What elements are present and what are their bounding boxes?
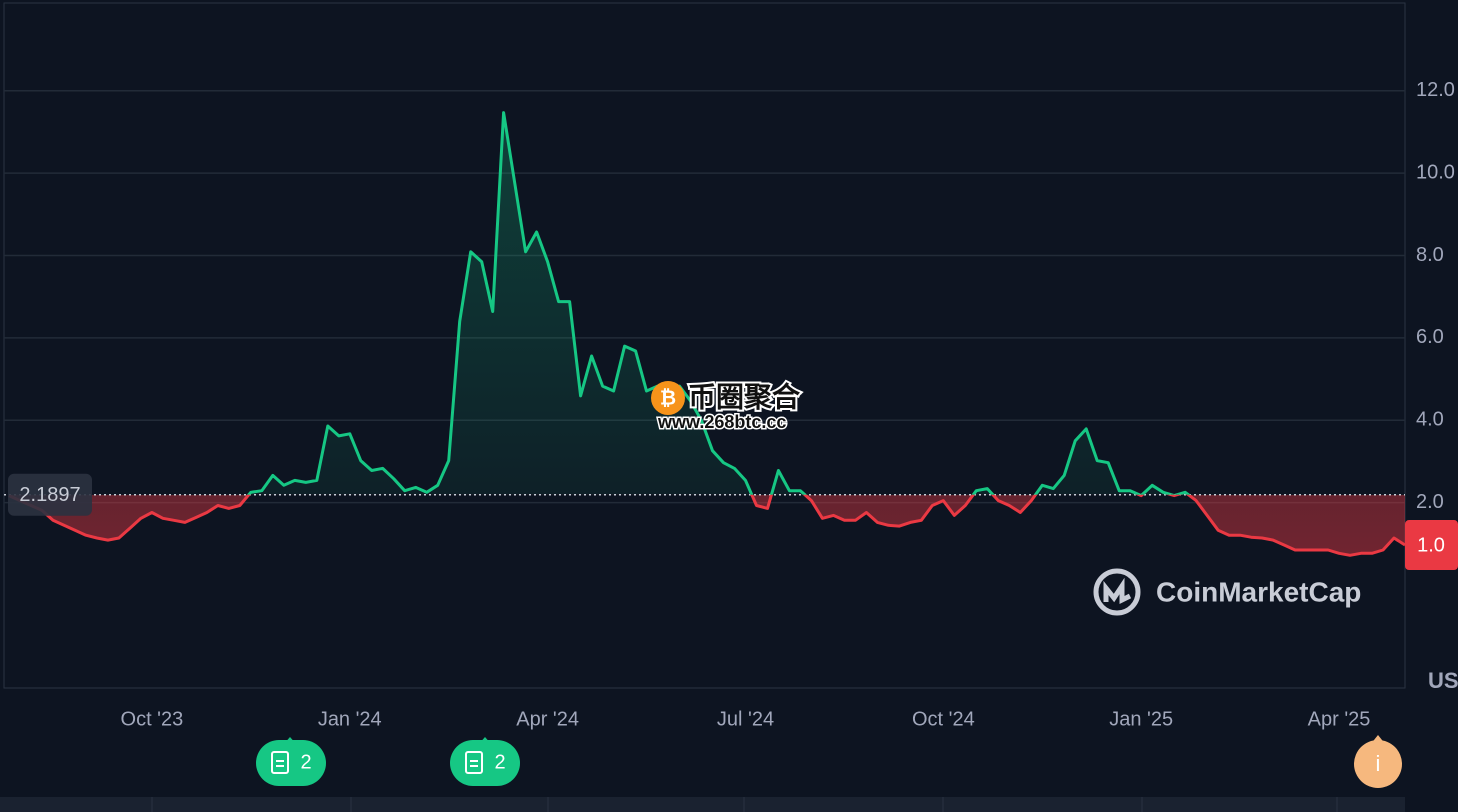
area-down bbox=[9, 494, 1405, 556]
navigator-separators bbox=[151, 797, 1338, 812]
y-tick-label: 2.0 bbox=[1416, 491, 1444, 513]
reference-label: 2.1897 bbox=[19, 484, 80, 506]
site-logo bbox=[651, 381, 685, 415]
x-tick-label: Apr '25 bbox=[1308, 708, 1371, 730]
area-up bbox=[248, 112, 1189, 495]
reference-tag bbox=[8, 473, 92, 516]
x-tick-label: Oct '24 bbox=[912, 708, 975, 730]
x-tick-label: Oct '23 bbox=[121, 708, 184, 730]
x-tick-label: Jul '24 bbox=[717, 708, 774, 730]
labels: 2.0 4.0 6.0 8.0 10.0 12.0 Oct '23 Jan '24 Apr '2… bbox=[8, 79, 1458, 730]
last-price-label: 1.0 bbox=[1417, 534, 1445, 556]
x-tick-label: Jan '25 bbox=[1109, 708, 1173, 730]
last-price-tag bbox=[1405, 520, 1458, 571]
y-tick-label: 4.0 bbox=[1416, 409, 1444, 431]
x-tick-label: Apr '24 bbox=[516, 708, 579, 730]
site-url: www.268btc.cc bbox=[657, 412, 786, 432]
y-tick-label: 12.0 bbox=[1416, 79, 1455, 101]
info-text[interactable]: i bbox=[1376, 751, 1381, 776]
y-tick-label: 6.0 bbox=[1416, 326, 1444, 348]
info-badge[interactable]: i bbox=[1354, 735, 1402, 788]
event-badge[interactable]: 2 bbox=[450, 737, 520, 786]
price-line-up bbox=[9, 111, 1191, 495]
y-tick-label: 8.0 bbox=[1416, 244, 1444, 266]
site-logo-glyph: ₿ bbox=[660, 387, 676, 409]
event-count[interactable]: 2 bbox=[494, 751, 505, 773]
navigator bbox=[0, 797, 1405, 812]
event-count[interactable]: 2 bbox=[300, 751, 311, 773]
site-name: 币圈聚合 bbox=[688, 380, 801, 412]
currency: US bbox=[1428, 668, 1458, 693]
watermark: CoinMarketCap bbox=[1156, 576, 1361, 607]
y-tick-label: 10.0 bbox=[1416, 161, 1455, 183]
series bbox=[4, 111, 1405, 557]
event-badge[interactable]: 2 bbox=[256, 737, 326, 786]
x-tick-label: Jan '24 bbox=[318, 708, 382, 730]
cmc-logo bbox=[1093, 568, 1141, 616]
price-line-down bbox=[8, 494, 1405, 557]
